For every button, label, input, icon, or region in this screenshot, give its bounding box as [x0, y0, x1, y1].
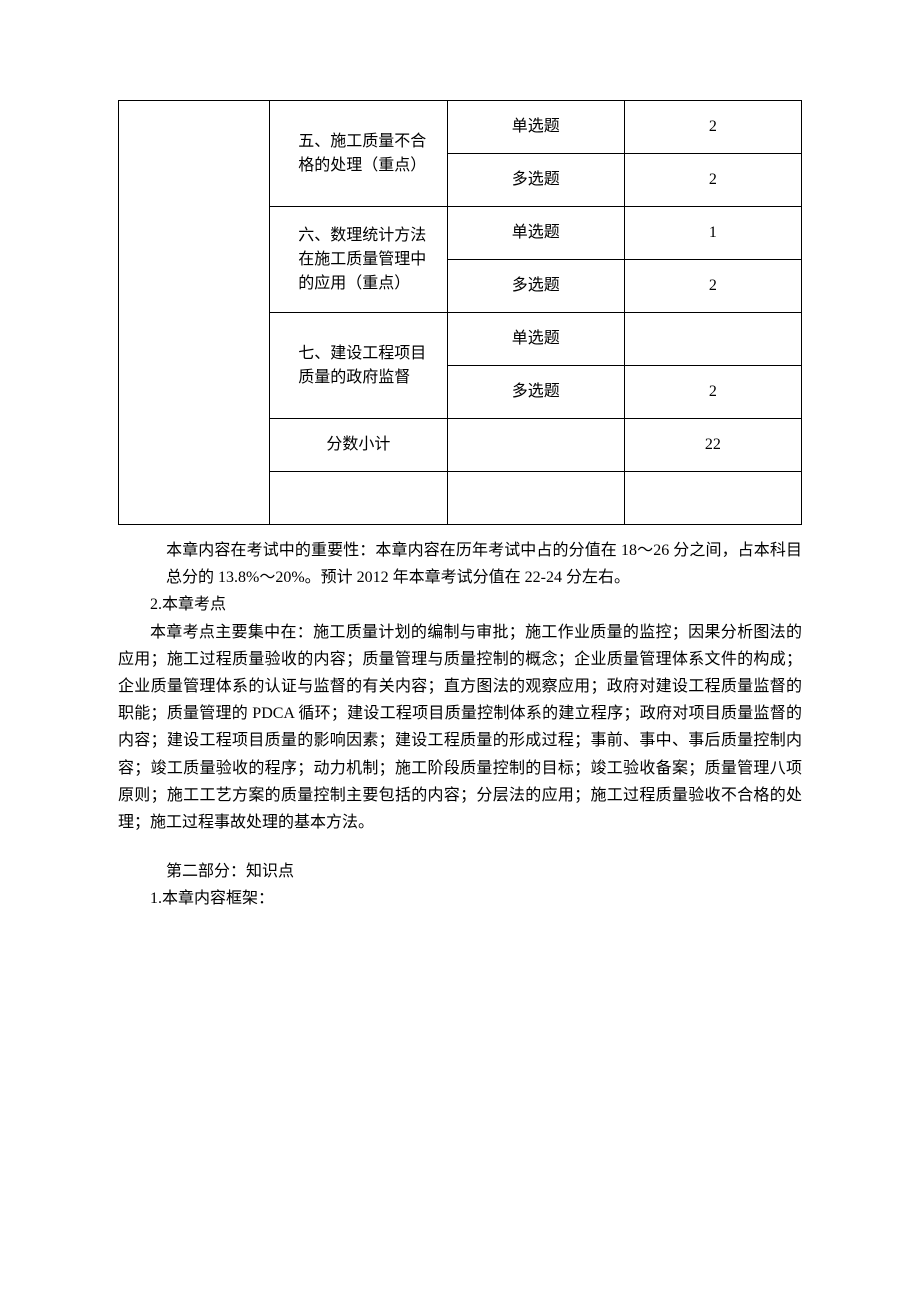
- empty-cell: [447, 419, 624, 472]
- subtotal-label: 分数小计: [270, 419, 447, 472]
- question-type: 单选题: [447, 101, 624, 154]
- question-type: 多选题: [447, 154, 624, 207]
- score-value: 2: [624, 366, 801, 419]
- score-value: 2: [624, 260, 801, 313]
- empty-cell: [270, 472, 447, 525]
- question-type: 单选题: [447, 313, 624, 366]
- question-type: 多选题: [447, 366, 624, 419]
- table-row: 五、施工质量不合格的处理（重点） 单选题 2: [119, 101, 802, 154]
- question-type: 单选题: [447, 207, 624, 260]
- point-body-block: 本章考点主要集中在：施工质量计划的编制与审批；施工作业质量的监控；因果分析图法的…: [118, 619, 802, 837]
- section-label: 六、数理统计方法在施工质量管理中的应用（重点）: [270, 207, 447, 313]
- section-label: 七、建设工程项目质量的政府监督: [270, 313, 447, 419]
- paragraph-text: 本章考点主要集中在：施工质量计划的编制与审批；施工作业质量的监控；因果分析图法的…: [118, 619, 802, 837]
- question-type: 多选题: [447, 260, 624, 313]
- empty-cell: [119, 101, 270, 525]
- score-value: 2: [624, 154, 801, 207]
- score-value: 1: [624, 207, 801, 260]
- subheading-text: 1.本章内容框架：: [118, 885, 802, 912]
- importance-paragraph: 本章内容在考试中的重要性：本章内容在历年考试中占的分值在 18～26 分之间，占…: [118, 537, 802, 591]
- score-table: 五、施工质量不合格的处理（重点） 单选题 2 多选题 2 六、数理统计方法在施工…: [118, 100, 802, 525]
- point-heading-block: 2.本章考点: [118, 591, 802, 618]
- paragraph-text: 本章内容在考试中的重要性：本章内容在历年考试中占的分值在 18～26 分之间，占…: [118, 537, 802, 591]
- subtotal-value: 22: [624, 419, 801, 472]
- part2-heading-block: 第二部分：知识点 1.本章内容框架：: [118, 858, 802, 912]
- heading-text: 第二部分：知识点: [118, 858, 802, 885]
- heading-text: 2.本章考点: [118, 591, 802, 618]
- empty-cell: [447, 472, 624, 525]
- empty-cell: [624, 472, 801, 525]
- score-value: 2: [624, 101, 801, 154]
- score-value: [624, 313, 801, 366]
- section-label: 五、施工质量不合格的处理（重点）: [270, 101, 447, 207]
